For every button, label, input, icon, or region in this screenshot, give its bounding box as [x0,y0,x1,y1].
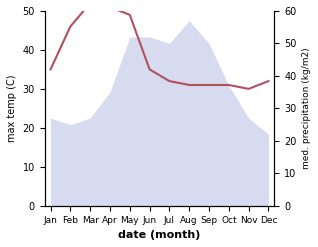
Y-axis label: max temp (C): max temp (C) [7,75,17,142]
X-axis label: date (month): date (month) [118,230,201,240]
Y-axis label: med. precipitation (kg/m2): med. precipitation (kg/m2) [302,48,311,169]
